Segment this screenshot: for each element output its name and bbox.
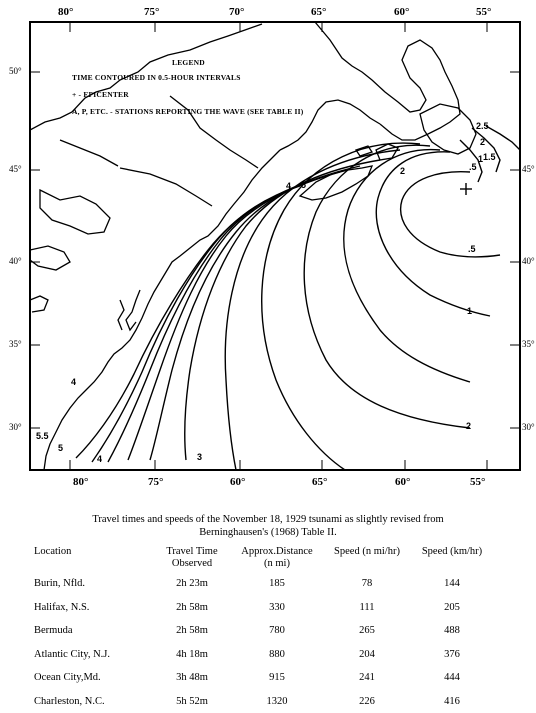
table-row: Ocean City,Md. 3h 48m 915 241 444 xyxy=(34,666,492,690)
cell-speed-nmi: 204 xyxy=(322,643,412,667)
header-distance: Approx.Distance (n mi) xyxy=(232,546,322,572)
contour-label: .5 xyxy=(468,244,476,254)
lon-label-bottom: 55° xyxy=(470,476,485,488)
cell-time: 4h 18m xyxy=(152,643,232,667)
lat-label-left: 40° xyxy=(9,256,22,266)
contour-label: 2.5 xyxy=(476,121,489,131)
legend-time-contours: TIME CONTOURED IN 0.5-HOUR INTERVALS xyxy=(72,73,241,82)
cell-time: 2h 23m xyxy=(152,572,232,596)
lon-label-top: 70° xyxy=(229,6,244,18)
table-row: Atlantic City, N.J. 4h 18m 880 204 376 xyxy=(34,643,492,667)
contour-label: 5.5 xyxy=(36,431,49,441)
table-row: Burin, Nfld. 2h 23m 185 78 144 xyxy=(34,572,492,596)
station-label: 5 xyxy=(301,180,306,190)
contour-label: 5 xyxy=(58,443,63,453)
contour-label: 1 xyxy=(467,306,472,316)
table-row: Charleston, N.C. 5h 52m 1320 226 416 xyxy=(34,690,492,713)
legend-epicenter: + - EPICENTER xyxy=(72,90,129,99)
cell-speed-nmi: 241 xyxy=(322,666,412,690)
station-label: 4 xyxy=(286,181,291,191)
lon-label-bottom: 75° xyxy=(148,476,163,488)
lat-label-right: 35° xyxy=(522,339,535,349)
cell-time: 5h 52m xyxy=(152,690,232,713)
header-speed-nmi: Speed (n mi/hr) xyxy=(322,546,412,572)
cell-location: Burin, Nfld. xyxy=(34,572,152,596)
contour-label: 1 xyxy=(478,154,483,164)
header-distance-line1: Approx.Distance xyxy=(241,546,312,557)
legend-stations: A, P, ETC. - STATIONS REPORTING THE WAVE… xyxy=(72,107,303,116)
lon-label-top: 60° xyxy=(394,6,409,18)
cell-speed-nmi: 78 xyxy=(322,572,412,596)
travel-time-contours xyxy=(76,126,520,470)
cell-location: Halifax, N.S. xyxy=(34,596,152,620)
cell-speed-km: 416 xyxy=(412,690,492,713)
cell-location: Charleston, N.C. xyxy=(34,690,152,713)
lon-label-top: 55° xyxy=(476,6,491,18)
header-travel-time: Travel Time Observed xyxy=(152,546,232,572)
figure-caption-line2: Berninghausen's (1968) Table II. xyxy=(0,526,536,539)
lat-label-left: 30° xyxy=(9,422,22,432)
lon-label-bottom: 80° xyxy=(73,476,88,488)
lat-label-left: 45° xyxy=(9,164,22,174)
cell-speed-nmi: 111 xyxy=(322,596,412,620)
header-travel-time-line1: Travel Time xyxy=(166,546,217,557)
lon-label-top: 80° xyxy=(58,6,73,18)
cell-speed-km: 488 xyxy=(412,619,492,643)
lat-label-left: 35° xyxy=(9,339,22,349)
contour-label: 2 xyxy=(400,166,405,176)
cell-distance: 780 xyxy=(232,619,322,643)
lon-label-bottom: 65° xyxy=(312,476,327,488)
cell-speed-km: 444 xyxy=(412,666,492,690)
lat-label-right: 45° xyxy=(522,164,535,174)
contour-label: 1.5 xyxy=(483,152,496,162)
contour-label: 2 xyxy=(466,421,471,431)
lat-label-right: 30° xyxy=(522,422,535,432)
lat-label-left: 50° xyxy=(9,66,22,76)
cell-distance: 330 xyxy=(232,596,322,620)
contour-label: 2 xyxy=(480,137,485,147)
cell-time: 2h 58m xyxy=(152,619,232,643)
cell-time: 2h 58m xyxy=(152,596,232,620)
table-row: Halifax, N.S. 2h 58m 330 111 205 xyxy=(34,596,492,620)
header-speed-km: Speed (km/hr) xyxy=(412,546,492,572)
cell-distance: 915 xyxy=(232,666,322,690)
cell-distance: 1320 xyxy=(232,690,322,713)
lon-label-top: 75° xyxy=(144,6,159,18)
cell-location: Atlantic City, N.J. xyxy=(34,643,152,667)
contour-label: 4 xyxy=(97,454,102,464)
contour-label: .5 xyxy=(469,162,477,172)
cell-speed-km: 144 xyxy=(412,572,492,596)
cell-distance: 185 xyxy=(232,572,322,596)
cell-location: Ocean City,Md. xyxy=(34,666,152,690)
cell-speed-nmi: 265 xyxy=(322,619,412,643)
table-header-row: Location Travel Time Observed Approx.Dis… xyxy=(34,546,492,572)
table-row: Bermuda 2h 58m 780 265 488 xyxy=(34,619,492,643)
cell-speed-nmi: 226 xyxy=(322,690,412,713)
cell-speed-km: 205 xyxy=(412,596,492,620)
header-location: Location xyxy=(34,546,152,572)
cell-location: Bermuda xyxy=(34,619,152,643)
legend-title: LEGEND xyxy=(172,58,205,67)
epicenter-marker xyxy=(460,183,472,195)
lat-label-right: 40° xyxy=(522,256,535,266)
lon-label-top: 65° xyxy=(311,6,326,18)
contour-label: 3 xyxy=(197,452,202,462)
cell-time: 3h 48m xyxy=(152,666,232,690)
header-travel-time-line2: Observed xyxy=(172,558,212,569)
cell-speed-km: 376 xyxy=(412,643,492,667)
lon-label-bottom: 60° xyxy=(230,476,245,488)
header-distance-line2: (n mi) xyxy=(264,558,290,569)
lon-label-bottom: 60° xyxy=(395,476,410,488)
cell-distance: 880 xyxy=(232,643,322,667)
figure-caption-line1: Travel times and speeds of the November … xyxy=(0,513,536,526)
travel-times-table: Location Travel Time Observed Approx.Dis… xyxy=(34,546,492,713)
contour-label: 4 xyxy=(71,377,76,387)
